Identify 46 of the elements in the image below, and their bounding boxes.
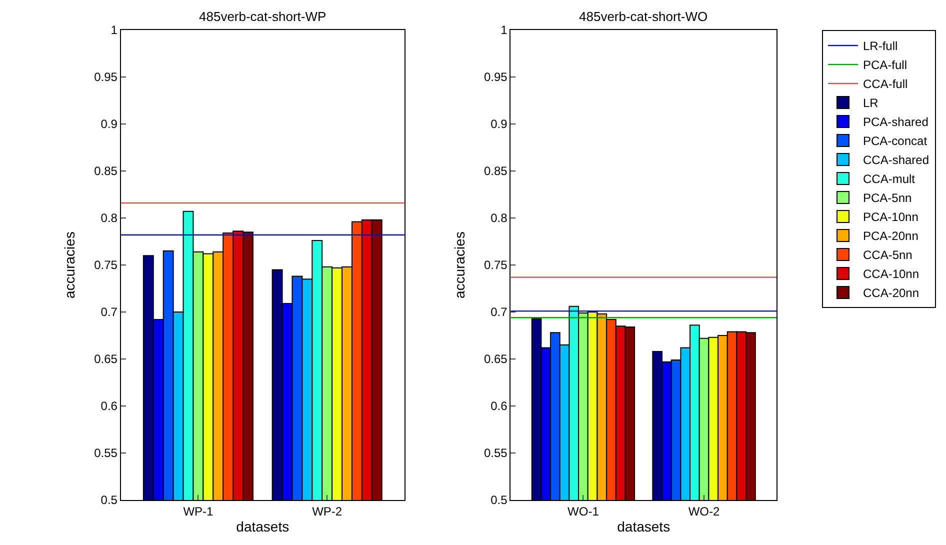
y-tick-label: 0.6 bbox=[490, 399, 508, 414]
legend-label: PCA-shared bbox=[863, 115, 928, 130]
legend-label: CCA-mult bbox=[863, 172, 916, 186]
y-tick-label: 0.7 bbox=[490, 305, 508, 320]
y-tick-label: 0.65 bbox=[484, 352, 508, 366]
legend-label: CCA-10nn bbox=[863, 267, 920, 282]
legend-label: CCA-20nn bbox=[863, 286, 920, 300]
legend-label: CCA-full bbox=[863, 77, 908, 92]
legend-label: PCA-20nn bbox=[863, 229, 918, 244]
y-axis-title: accuracies bbox=[452, 232, 468, 298]
legend-label: CCA-5nn bbox=[863, 248, 912, 262]
y-tick-label: 0.75 bbox=[484, 258, 508, 272]
y-tick-label: 0.5 bbox=[100, 493, 118, 508]
y-tick-label: 0.55 bbox=[94, 446, 118, 460]
y-tick-label: 1 bbox=[110, 23, 118, 38]
legend-label: PCA-10nn bbox=[863, 210, 918, 224]
y-tick-label: 0.85 bbox=[484, 164, 508, 178]
y-tick-label: 0.8 bbox=[490, 211, 508, 226]
y-axis-title: accuracies bbox=[62, 232, 78, 298]
legend-label: PCA-5nn bbox=[863, 191, 912, 206]
x-axis-title: datasets bbox=[617, 518, 670, 535]
y-tick-label: 0.7 bbox=[100, 305, 118, 320]
legend-label: LR-full bbox=[863, 39, 898, 54]
y-tick-label: 0.95 bbox=[484, 70, 508, 84]
y-tick-label: 1 bbox=[500, 23, 508, 38]
y-tick-label: 0.8 bbox=[100, 211, 118, 226]
y-tick-label: 0.65 bbox=[94, 352, 118, 366]
x-tick-label: WO-1 bbox=[568, 504, 600, 518]
x-tick-label: WP-1 bbox=[183, 504, 214, 518]
y-tick-label: 0.55 bbox=[484, 446, 508, 460]
x-tick-label: WP-2 bbox=[312, 504, 342, 518]
y-tick-label: 0.9 bbox=[100, 117, 118, 132]
x-axis-title: datasets bbox=[236, 518, 290, 535]
x-tick-label: WO-2 bbox=[688, 504, 720, 518]
chart-title: 485verb-cat-short-WO bbox=[579, 9, 708, 24]
y-tick-label: 0.9 bbox=[490, 117, 508, 132]
y-tick-label: 0.75 bbox=[94, 258, 118, 272]
legend-label: LR bbox=[863, 96, 879, 110]
y-tick-label: 0.95 bbox=[94, 70, 118, 84]
legend-label: CCA-shared bbox=[863, 153, 930, 168]
legend-label: PCA-full bbox=[863, 58, 908, 72]
chart-title: 485verb-cat-short-WP bbox=[199, 9, 326, 24]
legend-label: PCA-concat bbox=[863, 134, 928, 148]
y-tick-label: 0.6 bbox=[100, 399, 118, 414]
y-tick-label: 0.85 bbox=[94, 164, 118, 178]
y-tick-label: 0.5 bbox=[490, 493, 508, 508]
